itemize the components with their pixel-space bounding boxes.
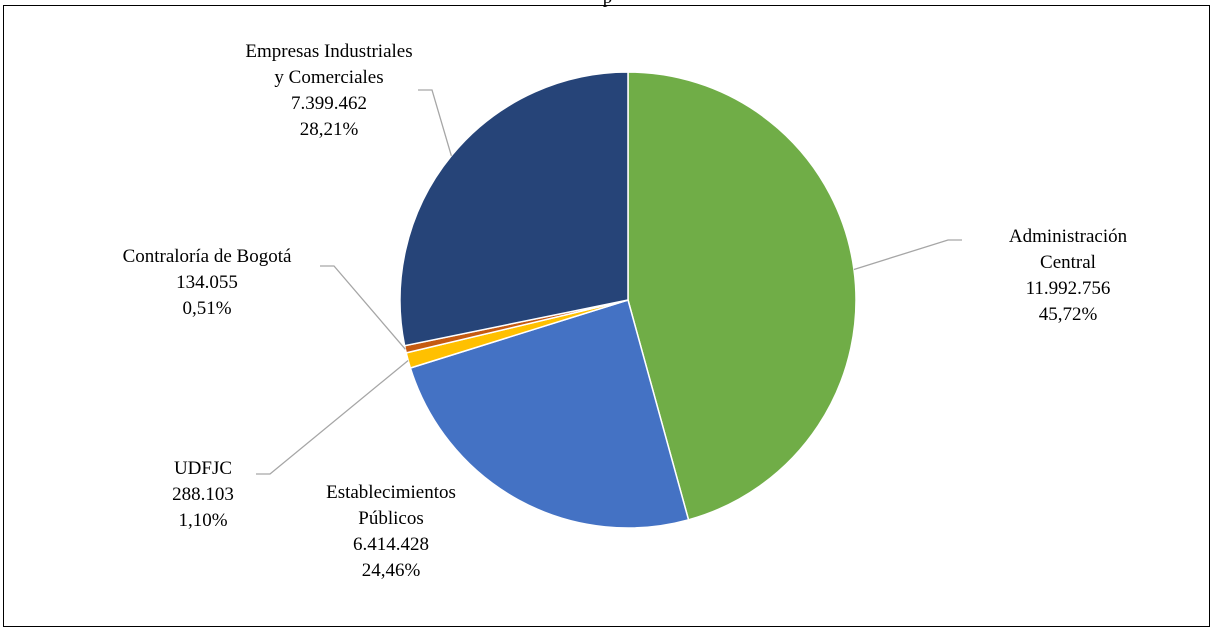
pie-slice-0 <box>627 71 857 521</box>
pie-slices <box>399 71 857 529</box>
data-label-1: Establecimientos Públicos 6.414.428 24,46% <box>326 482 456 581</box>
leader-line-3 <box>320 265 406 350</box>
pie-slice-1 <box>409 299 690 529</box>
leader-lines <box>256 89 962 475</box>
leader-line-2 <box>256 359 409 475</box>
pie-slice-4 <box>399 71 629 347</box>
data-label-0: Administración Central 11.992.756 45,72% <box>1009 226 1128 325</box>
leader-line-4 <box>418 89 452 157</box>
data-label-4: Empresas Industriales y Comerciales 7.399.… <box>245 41 412 140</box>
leader-line-0 <box>853 239 962 271</box>
data-labels: Administración Central 11.992.756 45,72% Est… <box>123 41 1128 581</box>
data-label-2: UDFJC 288.103 1,10% <box>172 458 234 531</box>
chart-title-fragment: p <box>0 0 1215 9</box>
data-label-3: Contraloría de Bogotá 134.055 0,51% <box>123 246 292 319</box>
